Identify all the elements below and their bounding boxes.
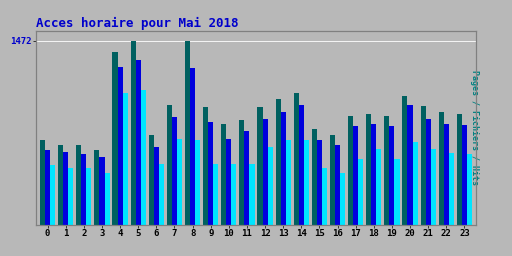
Bar xyxy=(413,142,418,225)
Bar xyxy=(195,140,200,225)
Text: Acces horaire pour Mai 2018: Acces horaire pour Mai 2018 xyxy=(36,16,239,29)
Bar xyxy=(172,117,177,225)
Bar xyxy=(141,90,146,225)
Bar xyxy=(330,135,335,225)
Bar xyxy=(371,124,376,225)
Bar xyxy=(244,131,249,225)
Bar xyxy=(167,105,172,225)
Bar xyxy=(394,159,399,225)
Bar xyxy=(376,149,381,225)
Bar xyxy=(457,114,462,225)
Bar xyxy=(123,93,127,225)
Bar xyxy=(136,60,141,225)
Bar xyxy=(317,140,322,225)
Bar xyxy=(40,140,45,225)
Bar xyxy=(185,40,190,225)
Bar xyxy=(113,52,118,225)
Bar xyxy=(294,93,299,225)
Bar xyxy=(299,105,304,225)
Bar xyxy=(45,150,50,225)
Bar xyxy=(68,167,73,225)
Bar xyxy=(231,164,237,225)
Bar xyxy=(366,114,371,225)
Bar xyxy=(58,145,63,225)
Bar xyxy=(258,107,263,225)
Bar xyxy=(462,125,467,225)
Bar xyxy=(104,173,110,225)
Bar xyxy=(348,116,353,225)
Bar xyxy=(385,116,389,225)
Bar xyxy=(94,150,99,225)
Bar xyxy=(50,165,55,225)
Bar xyxy=(312,129,317,225)
Bar xyxy=(177,139,182,225)
Bar xyxy=(99,157,104,225)
Bar xyxy=(208,122,213,225)
Bar xyxy=(190,68,195,225)
Bar xyxy=(118,67,123,225)
Bar xyxy=(213,164,218,225)
Y-axis label: Pages / Fichiers / Hits: Pages / Fichiers / Hits xyxy=(470,70,479,186)
Bar xyxy=(439,112,444,225)
Bar xyxy=(322,167,327,225)
Bar xyxy=(221,124,226,225)
Bar xyxy=(148,135,154,225)
Bar xyxy=(81,154,87,225)
Bar xyxy=(154,147,159,225)
Bar xyxy=(408,105,413,225)
Bar xyxy=(87,168,92,225)
Bar xyxy=(239,120,244,225)
Bar xyxy=(340,173,345,225)
Bar xyxy=(275,99,281,225)
Bar xyxy=(249,164,254,225)
Bar xyxy=(281,112,286,225)
Bar xyxy=(431,149,436,225)
Bar xyxy=(449,153,454,225)
Bar xyxy=(159,164,164,225)
Bar xyxy=(402,96,408,225)
Bar xyxy=(63,153,68,225)
Bar xyxy=(335,145,340,225)
Bar xyxy=(226,139,231,225)
Bar xyxy=(304,140,309,225)
Bar xyxy=(389,126,394,225)
Bar xyxy=(203,107,208,225)
Bar xyxy=(353,126,358,225)
Bar xyxy=(131,40,136,225)
Bar xyxy=(263,119,268,225)
Bar xyxy=(286,140,291,225)
Bar xyxy=(76,145,81,225)
Bar xyxy=(467,154,472,225)
Bar xyxy=(420,106,425,225)
Bar xyxy=(358,159,364,225)
Bar xyxy=(444,124,449,225)
Bar xyxy=(268,147,273,225)
Bar xyxy=(425,119,431,225)
